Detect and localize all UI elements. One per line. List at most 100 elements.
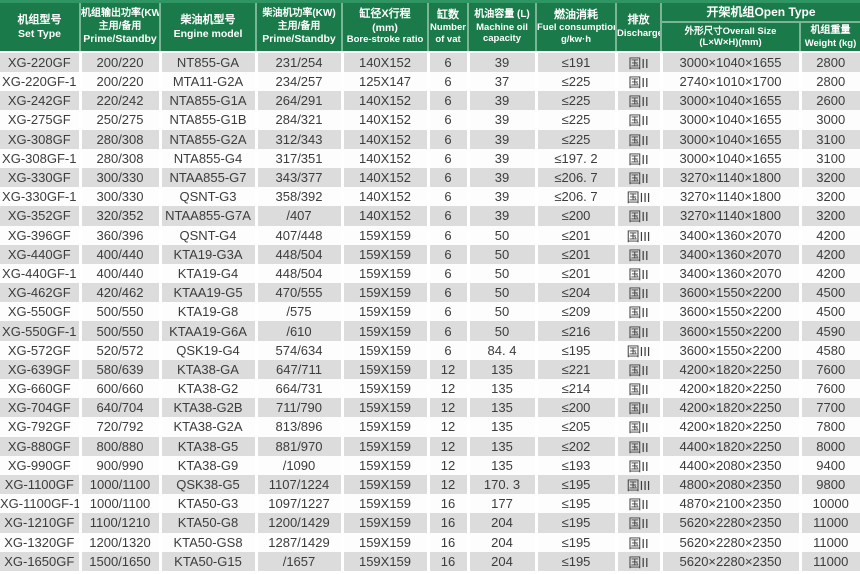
cell-output-power: 360/396 — [80, 225, 162, 245]
engine-model-zh: 柴油机型号 — [180, 13, 236, 26]
cell-oil-capacity: 135 — [468, 359, 538, 379]
table-row: XG-1100GF-1 1000/1100 KTA50-G3 1097/1227 159… — [0, 494, 860, 514]
cell-engine-model: KTAA19-G6A — [160, 321, 258, 341]
cell-cylinders: 12 — [428, 417, 470, 437]
cell-overall-size: 3600×1550×2200 — [661, 340, 802, 360]
spec-table-body: XG-220GF 200/220 NT855-GA 231/254 140X152 6 39… — [0, 51, 860, 571]
cell-engine-power: /407 — [256, 206, 344, 226]
cell-set-type: XG-396GF — [0, 225, 82, 245]
cell-output-power: 600/660 — [80, 379, 162, 399]
cell-oil-capacity: 39 — [468, 91, 538, 111]
cell-set-type: XG-330GF-1 — [0, 187, 82, 207]
cell-engine-model: NTA855-G1B — [160, 110, 258, 130]
cell-oil-capacity: 135 — [468, 398, 538, 418]
engine-model-en: Engine model — [173, 27, 243, 40]
engine-power-zh: 柴油机功率(KW) — [262, 8, 336, 20]
cell-cylinders: 6 — [428, 321, 470, 341]
cell-fuel-consumption: ≤195 — [536, 340, 618, 360]
cell-cylinders: 6 — [428, 148, 470, 168]
cell-engine-model: NTA855-G1A — [160, 91, 258, 111]
cell-oil-capacity: 50 — [468, 263, 538, 284]
output-power-zh2: 主用/备用 — [98, 20, 142, 32]
cell-output-power: 520/572 — [80, 340, 162, 360]
cell-engine-power: 881/970 — [256, 436, 344, 456]
cell-weight: 2600 — [816, 93, 846, 109]
table-row: XG-220GF 200/220 NT855-GA 231/254 140X152 6 39… — [0, 51, 860, 72]
cell-overall-size: 4200×1820×2250 — [661, 398, 802, 418]
cell-output-power: 500/550 — [80, 321, 162, 341]
cell-oil-capacity: 39 — [468, 167, 538, 188]
cell-engine-model: KTA38-G9 — [160, 455, 258, 475]
cell-weight: 4200 — [816, 227, 846, 243]
cell-discharge: 国II — [616, 398, 663, 418]
table-row: XG-330GF-1 300/330 QSNT-G3 358/392 140X152 6 3… — [0, 187, 860, 207]
cell-oil-capacity: 39 — [468, 110, 538, 130]
cell-engine-power: 647/711 — [256, 359, 344, 379]
cell-engine-model: QSK19-G4 — [160, 340, 258, 360]
cell-discharge: 国II — [616, 379, 663, 399]
cell-discharge: 国II — [616, 283, 663, 303]
cell-weight: 2800 — [816, 74, 846, 90]
cell-set-type: XG-550GF — [0, 302, 82, 322]
table-row: XG-1650GF 1500/1650 KTA50-G15/1657 159X159 1… — [0, 551, 860, 571]
fuel-zh: 燃油消耗 — [554, 8, 598, 21]
cell-oil-capacity: 37 — [468, 72, 538, 92]
cell-bore-stroke: 159X159 — [342, 359, 430, 379]
table-row: XG-462GF 420/462 KTAA19-G5 470/555 159X159 6 5… — [0, 283, 860, 303]
cell-bore-stroke: 159X159 — [342, 379, 430, 399]
col-header-oil-capacity: 机油容量 (L) Machine oil capacity — [468, 1, 537, 53]
table-row: XG-308GF 280/308 NTA855-G2A 312/343 140X152 6… — [0, 129, 860, 149]
cell-engine-power: 1200/1429 — [256, 513, 344, 533]
cell-fuel-consumption: ≤197. 2 — [536, 148, 618, 168]
cell-bore-stroke: 159X159 — [342, 340, 430, 360]
cell-overall-size: 4200×1820×2250 — [661, 379, 802, 399]
cell-output-power: 640/704 — [80, 398, 162, 418]
cell-set-type: XG-462GF — [0, 283, 82, 303]
cell-discharge: 国II — [616, 148, 663, 168]
cell-engine-power: 231/254 — [256, 51, 344, 72]
table-row: XG-1320GF 1200/1320 KTA50-GS8 1287/1429 159X… — [0, 532, 860, 552]
cell-fuel-consumption: ≤225 — [536, 72, 618, 92]
cell-engine-model: KTAA19-G5 — [160, 283, 258, 303]
discharge-zh: 排放 — [627, 14, 650, 27]
cell-output-power: 320/352 — [80, 206, 162, 226]
cell-set-type: XG-308GF-1 — [0, 148, 82, 168]
cell-discharge: 国II — [616, 72, 663, 92]
cell-engine-power: 574/634 — [256, 340, 344, 360]
cell-bore-stroke: 140X152 — [342, 129, 430, 149]
cell-output-power: 280/308 — [80, 129, 162, 149]
cell-bore-stroke: 140X152 — [342, 148, 430, 168]
cell-bore-stroke: 159X159 — [342, 551, 430, 571]
cell-set-type: XG-352GF — [0, 206, 82, 226]
cell-weight: 3200 — [816, 189, 846, 205]
oil-capacity-en1: Machine oil — [476, 21, 528, 33]
cell-cylinders: 6 — [428, 283, 470, 303]
cell-overall-size: 3400×1360×2070 — [661, 225, 802, 245]
cell-overall-size: 4400×2080×2350 — [661, 455, 802, 475]
cell-engine-power: 358/392 — [256, 187, 344, 207]
cell-bore-stroke: 159X159 — [342, 417, 430, 437]
cell-oil-capacity: 39 — [468, 187, 538, 207]
cell-engine-model: QSNT-G4 — [160, 225, 258, 245]
col-header-fuel-consumption: 燃油消耗 Fuel consumption g/kw·h — [536, 1, 617, 53]
cell-oil-capacity: 170. 3 — [468, 474, 538, 495]
cell-cylinders: 6 — [428, 72, 470, 92]
cell-discharge: 国II — [616, 494, 663, 514]
cell-fuel-consumption: ≤201 — [536, 244, 618, 264]
cell-discharge: 国II — [616, 244, 663, 264]
cell-cylinders: 12 — [428, 359, 470, 379]
cell-discharge: 国II — [616, 359, 663, 379]
cell-set-type: XG-660GF — [0, 379, 82, 399]
cell-oil-capacity: 50 — [468, 321, 538, 341]
cell-engine-power: /1657 — [256, 551, 344, 571]
cell-fuel-consumption: ≤225 — [536, 110, 618, 130]
table-row: XG-308GF-1 280/308 NTA855-G4 317/351 140X152… — [0, 148, 860, 168]
table-row: XG-275GF 250/275 NTA855-G1B 284/321 140X152 6… — [0, 110, 860, 130]
engine-power-zh2: 主用/备用 — [277, 20, 321, 32]
cell-weight: 4500 — [816, 285, 846, 301]
cell-output-power: 420/462 — [80, 283, 162, 303]
cell-weight: 7800 — [816, 419, 846, 435]
cell-oil-capacity: 39 — [468, 129, 538, 149]
cell-overall-size: 3600×1550×2200 — [661, 283, 802, 303]
cell-weight: 7600 — [816, 361, 846, 377]
